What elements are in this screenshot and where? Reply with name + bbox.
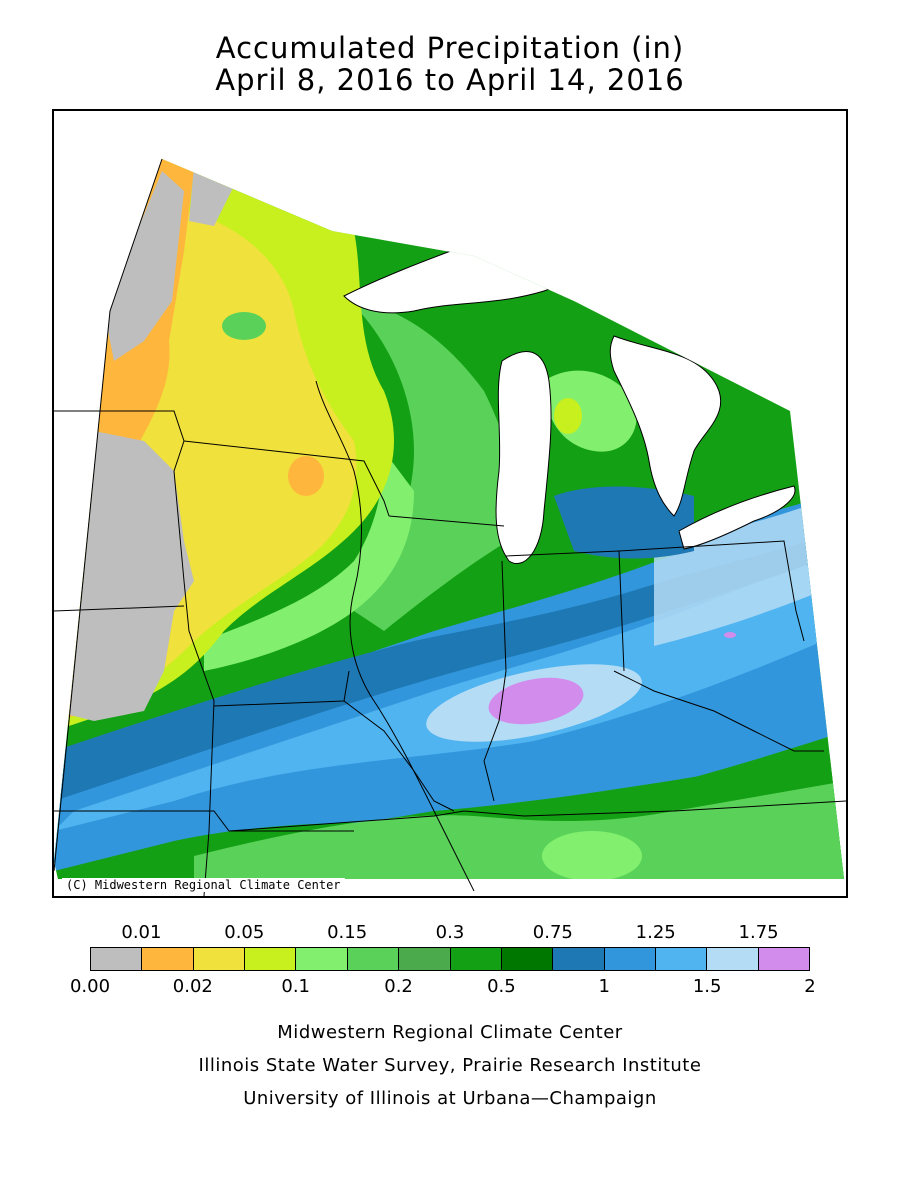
legend-label-bottom: 0.00: [69, 976, 111, 997]
lake-michigan: [495, 350, 552, 564]
legend-label-bottom: 2: [804, 976, 816, 997]
map-date-range: April 8, 2016 to April 14, 2016: [215, 63, 685, 97]
legend-swatch: [758, 948, 810, 970]
river-boundary: [315, 380, 475, 892]
legend-swatch: [553, 948, 605, 970]
legend-label-bottom: 1.5: [692, 976, 722, 997]
footer-line-2: Illinois State Water Survey, Prairie Res…: [198, 1055, 702, 1076]
legend-label-top: 1.25: [635, 922, 676, 943]
precip-zone-1.25-1.5: [54, 551, 844, 831]
map-title: Accumulated Precipitation (in): [215, 31, 685, 65]
precip-zone-wi-light: [344, 296, 524, 631]
legend-label-bottom: 0.1: [281, 976, 311, 997]
lake-huron: [609, 335, 722, 517]
legend-label-bottom: 0.02: [172, 976, 213, 997]
legend-swatch: [347, 948, 400, 970]
footer-line-1: Midwestern Regional Climate Center: [277, 1022, 623, 1043]
legend-label-top: 0.3: [435, 922, 465, 943]
legend-swatch: [655, 948, 708, 970]
precip-zone-sd-orange-spot: [288, 456, 324, 496]
legend-swatch: [450, 948, 502, 970]
precip-zone-mi-south: [554, 486, 694, 559]
precip-spot-max-east: [724, 632, 736, 638]
color-legend: [90, 947, 810, 971]
legend-label-bottom: 0.5: [487, 976, 516, 997]
footer-line-3: University of Illinois at Urbana—Champai…: [243, 1088, 657, 1109]
legend-label-top: 0.15: [327, 922, 368, 943]
precip-zone-ky-spot: [542, 831, 642, 879]
legend-label-top: 1.75: [738, 922, 779, 943]
map-copyright: (C) Midwestern Regional Climate Center: [62, 878, 345, 892]
precipitation-map: (C) Midwestern Regional Climate Center: [52, 109, 848, 898]
precip-zone-south-light: [194, 781, 844, 879]
legend-label-bottom: 0.2: [384, 976, 413, 997]
legend-swatch: [245, 948, 297, 970]
precip-zone-lp-dry-spot: [554, 398, 582, 434]
state-boundaries: [54, 158, 846, 896]
lake-erie: [678, 485, 796, 550]
legend-label-top: 0.01: [121, 922, 162, 943]
legend-swatch: [399, 948, 451, 970]
legend-swatch: [501, 948, 554, 970]
precip-zone-1.75-2.0: [488, 677, 584, 725]
precip-zone-mn-green-spot: [222, 312, 266, 340]
legend-swatch: [142, 948, 194, 970]
legend-label-top: 0.75: [532, 922, 573, 943]
legend-label-top: 0.05: [224, 922, 265, 943]
legend-swatch: [604, 948, 656, 970]
precip-zone-0.00-nd: [104, 171, 184, 361]
precip-zone-0.75-1.0: [54, 531, 844, 801]
legend-swatch: [707, 948, 759, 970]
precip-zone-iowa-light: [204, 451, 414, 671]
legend-label-bottom: 1: [598, 976, 611, 997]
legend-swatch: [193, 948, 246, 970]
legend-swatch: [91, 948, 143, 970]
legend-swatch: [296, 948, 348, 970]
precip-zone-ohio-light-blue: [654, 491, 844, 646]
precipitation-map-graphic: [54, 158, 846, 896]
